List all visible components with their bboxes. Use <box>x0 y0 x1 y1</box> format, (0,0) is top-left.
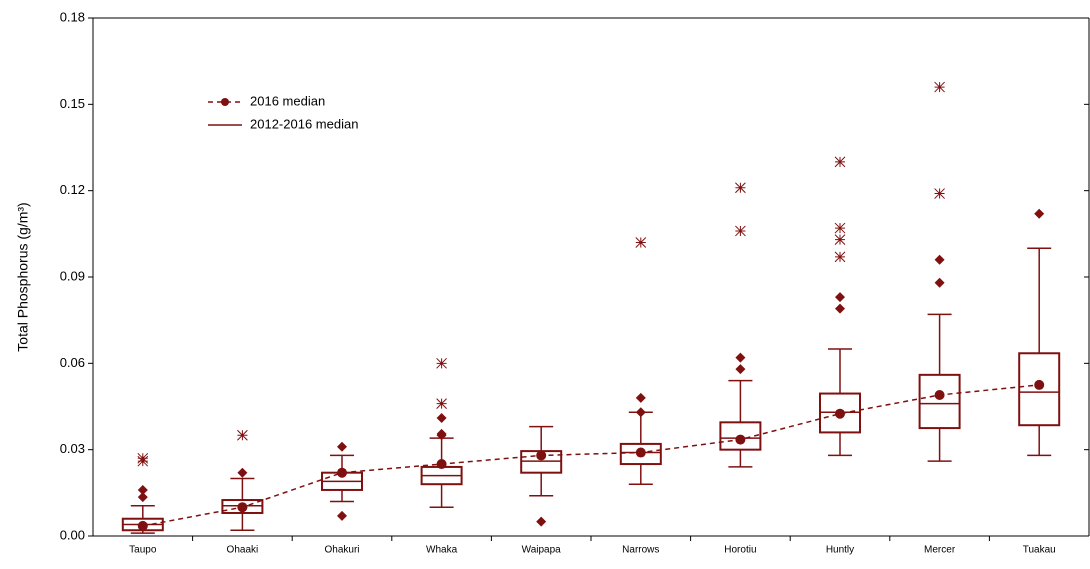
box <box>619 442 662 466</box>
x-tick-label: Taupo <box>129 545 157 556</box>
median-point <box>137 520 148 531</box>
y-tick-label: 0.09 <box>60 268 85 283</box>
extreme <box>436 357 447 369</box>
median-point <box>1034 379 1045 390</box>
legend-label: 2016 median <box>250 93 325 108</box>
outlier <box>735 364 746 375</box>
y-tick-label: 0.00 <box>60 527 85 542</box>
outlier <box>635 392 646 403</box>
y-tick-label: 0.12 <box>60 182 85 197</box>
x-tick-label: Huntly <box>826 545 854 556</box>
x-tick-label: Mercer <box>924 545 956 556</box>
box <box>918 373 961 430</box>
box <box>719 421 762 451</box>
legend-swatch <box>221 98 229 106</box>
box <box>1018 352 1061 427</box>
x-tick-label: Ohakuri <box>324 545 359 556</box>
outlier <box>337 441 347 452</box>
median-point <box>237 502 248 513</box>
extreme <box>436 398 447 409</box>
y-tick-label: 0.06 <box>60 355 85 370</box>
x-tick-label: Ohaaki <box>227 545 259 556</box>
outlier <box>536 516 547 527</box>
outlier <box>735 352 746 363</box>
median-point <box>635 447 646 458</box>
y-tick-label: 0.03 <box>60 441 85 456</box>
x-tick-label: Horotiu <box>724 545 756 556</box>
extreme <box>137 455 149 467</box>
extreme <box>934 81 945 93</box>
extreme <box>934 188 945 199</box>
outlier <box>835 303 845 314</box>
extreme <box>834 156 846 168</box>
outlier <box>436 428 447 439</box>
extreme <box>834 222 846 234</box>
extreme <box>735 225 746 237</box>
median-point <box>835 408 845 419</box>
outlier <box>137 484 148 495</box>
outlier <box>237 467 248 478</box>
x-tick-label: Whaka <box>426 545 458 556</box>
legend-label: 2012-2016 median <box>250 116 358 131</box>
outlier <box>337 510 347 521</box>
median-line <box>142 384 1040 527</box>
outlier <box>934 277 945 288</box>
outlier <box>934 254 945 265</box>
y-tick-label: 0.18 <box>60 9 85 24</box>
x-tick-label: Tuakau <box>1023 545 1056 556</box>
median-point <box>337 467 347 478</box>
extreme <box>635 237 647 248</box>
median-point <box>536 450 547 461</box>
extreme <box>834 234 846 245</box>
median-point <box>934 389 945 400</box>
outlier <box>137 492 148 503</box>
extreme <box>834 251 846 263</box>
y-tick-label: 0.15 <box>60 96 85 111</box>
y-axis-label: Total Phosphorus (g/m³) <box>15 202 31 351</box>
x-tick-label: Narrows <box>622 545 659 556</box>
outlier <box>436 413 447 424</box>
median-point <box>436 459 447 470</box>
extreme <box>237 429 248 441</box>
x-tick-label: Waipapa <box>522 545 562 556</box>
extreme <box>735 182 746 194</box>
median-point <box>735 434 746 445</box>
outlier <box>835 292 845 303</box>
outlier <box>1034 208 1045 219</box>
outlier <box>635 407 646 418</box>
